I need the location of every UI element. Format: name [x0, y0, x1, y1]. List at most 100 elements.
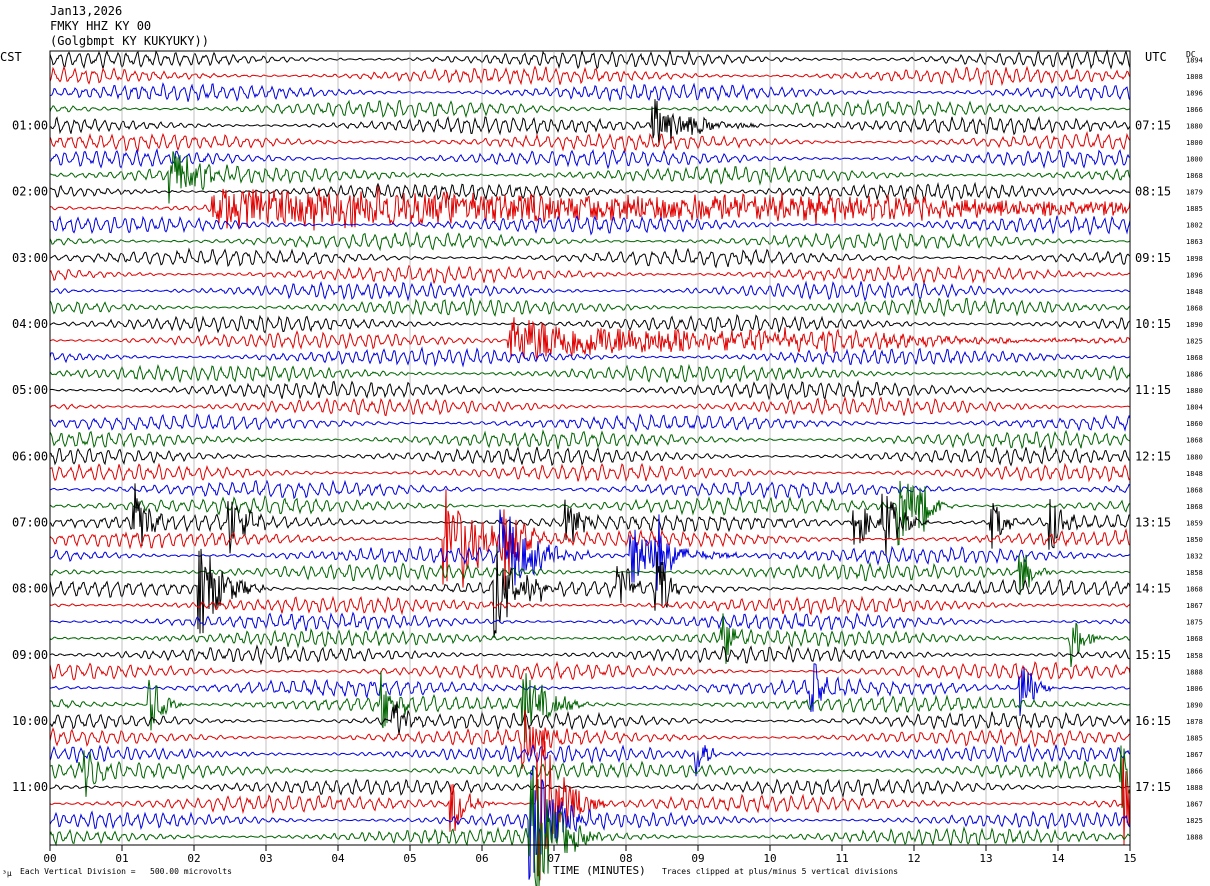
- trace-line: [49, 480, 1131, 546]
- trace-line: [49, 709, 1131, 769]
- x-tick-label: 05: [403, 852, 416, 865]
- trace-line: [49, 49, 1131, 70]
- dc-offset-value: 1832: [1186, 553, 1203, 561]
- dc-offset-value: 1804: [1186, 404, 1203, 412]
- right-time-label: 16:15: [1135, 714, 1171, 728]
- trace-line: [49, 745, 1131, 809]
- trace-line: [49, 181, 1131, 203]
- dc-offset-value: 1890: [1186, 701, 1203, 709]
- trace-line: [49, 82, 1131, 103]
- x-tick-label: 14: [1051, 852, 1065, 865]
- trace-line: [49, 770, 1131, 886]
- x-tick-label: 11: [835, 852, 848, 865]
- trace-line: [49, 671, 1131, 743]
- trace-line: [49, 613, 1131, 668]
- x-tick-label: 12: [907, 852, 920, 865]
- right-timezone-label: UTC: [1145, 50, 1167, 64]
- right-time-label: 14:15: [1135, 582, 1171, 596]
- dc-offset-value: 1888: [1186, 668, 1203, 676]
- trace-line: [49, 765, 1131, 880]
- dc-offset-value: 1848: [1186, 288, 1203, 296]
- left-time-label: 08:00: [12, 582, 48, 596]
- trace-line: [49, 444, 1131, 467]
- trace-line: [49, 554, 1131, 596]
- trace-line: [49, 314, 1131, 334]
- right-time-labels: 07:15 08:15 09:15 10:15 11:15 12:15 13:15 14:15…: [1135, 118, 1171, 794]
- dc-offset-value: 1878: [1186, 718, 1203, 726]
- x-tick-label: 13: [979, 852, 992, 865]
- dc-offset-value: 1890: [1186, 321, 1203, 329]
- trace-line: [49, 462, 1131, 483]
- dc-offset-value: 1802: [1186, 222, 1203, 230]
- trace-line: [49, 264, 1131, 284]
- dc-offset-value: 1868: [1186, 503, 1203, 511]
- x-tick-label: 08: [619, 852, 632, 865]
- dc-offset-value: 1875: [1186, 619, 1203, 627]
- right-time-label: 11:15: [1135, 383, 1171, 397]
- left-timezone-label: CST: [0, 50, 22, 64]
- trace-line: [49, 396, 1131, 417]
- right-time-label: 09:15: [1135, 251, 1171, 265]
- dc-offset-value: 1885: [1186, 734, 1203, 742]
- trace-line: [49, 280, 1131, 302]
- x-tick-label: 01: [115, 852, 128, 865]
- left-time-label: 03:00: [12, 251, 48, 265]
- dc-offset-value: 1880: [1186, 122, 1203, 130]
- trace-line: [49, 778, 1130, 798]
- trace-line: [49, 509, 1131, 591]
- trace-line: [49, 743, 1131, 777]
- dc-offset-value: 1825: [1186, 337, 1203, 345]
- dc-offset-labels: 1894 1808 1896 1866 1880 1800 1800 1868 1879 1885…: [1186, 56, 1203, 841]
- right-time-label: 15:15: [1135, 648, 1171, 662]
- left-time-label: 04:00: [12, 317, 48, 331]
- right-time-label: 17:15: [1135, 780, 1171, 794]
- left-time-label: 10:00: [12, 714, 48, 728]
- trace-line: [49, 231, 1131, 252]
- clip-note: Traces clipped at plus/minus 5 vertical …: [662, 867, 899, 876]
- left-time-label: 01:00: [12, 118, 48, 132]
- dc-offset-value: 1808: [1186, 73, 1203, 81]
- corner-mark: ³µ: [2, 869, 12, 878]
- dc-offset-value: 1867: [1186, 602, 1203, 610]
- dc-offset-value: 1898: [1186, 255, 1203, 263]
- dc-offset-value: 1858: [1186, 652, 1203, 660]
- trace-line: [49, 595, 1131, 616]
- trace-line: [49, 185, 1131, 231]
- dc-offset-value: 1866: [1186, 106, 1203, 114]
- dc-offset-value: 1800: [1186, 139, 1203, 147]
- trace-line: [49, 644, 1131, 666]
- x-tick-label: 04: [331, 852, 345, 865]
- header-date: Jan13,2026: [50, 4, 123, 18]
- trace-line: [49, 346, 1131, 368]
- trace-line: [49, 429, 1131, 450]
- left-time-label: 09:00: [12, 648, 48, 662]
- dc-offset-value: 1860: [1186, 420, 1203, 428]
- dc-offset-value: 1859: [1186, 519, 1203, 527]
- right-time-label: 08:15: [1135, 185, 1171, 199]
- dc-offset-value: 1868: [1186, 304, 1203, 312]
- dc-offset-value: 1806: [1186, 685, 1203, 693]
- dc-offset-value: 1885: [1186, 205, 1203, 213]
- right-time-label: 07:15: [1135, 118, 1171, 132]
- x-axis-label: TIME (MINUTES): [553, 864, 646, 877]
- trace-line: [50, 99, 1131, 146]
- trace-line: [49, 317, 1131, 361]
- trace-line: [49, 147, 1130, 170]
- dc-offset-value: 1888: [1186, 834, 1203, 842]
- dc-offset-value: 1858: [1186, 569, 1203, 577]
- dc-offset-value: 1868: [1186, 172, 1203, 180]
- dc-offset-value: 1879: [1186, 189, 1203, 197]
- dc-offset-value: 1868: [1186, 586, 1203, 594]
- x-tick-label: 03: [259, 852, 272, 865]
- x-tick-label: 10: [763, 852, 776, 865]
- trace-line: [49, 660, 1131, 682]
- dc-offset-value: 1880: [1186, 387, 1203, 395]
- trace-line: [49, 151, 1131, 204]
- trace-line: [49, 131, 1131, 153]
- trace-line: [49, 247, 1131, 269]
- dc-offset-value: 1825: [1186, 817, 1203, 825]
- trace-line: [49, 545, 1131, 638]
- trace-line: [49, 701, 1131, 735]
- dc-offset-value: 1896: [1186, 89, 1203, 97]
